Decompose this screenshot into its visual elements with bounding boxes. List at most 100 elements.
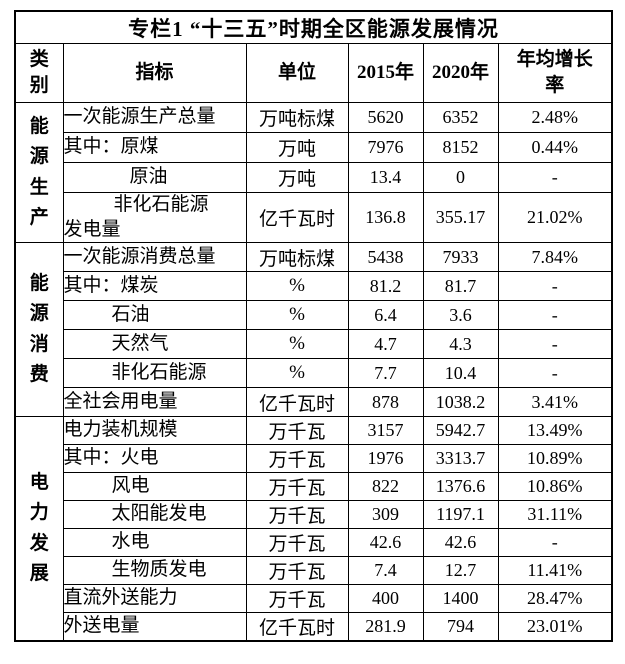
- cell-unit: 亿千瓦时: [245, 191, 349, 244]
- cell-indicator: 其中：火电: [62, 444, 247, 474]
- cell-2020-value: 12.7: [422, 556, 499, 586]
- cell-2015-value: 13.4: [347, 162, 424, 193]
- cell-growth-rate: -: [497, 528, 613, 558]
- cell-unit: %: [245, 329, 349, 360]
- header-indicator: 指标: [62, 43, 247, 103]
- cell-2015-value: 5620: [347, 102, 424, 133]
- header-unit: 单位: [245, 43, 349, 103]
- cell-2015-value: 7.4: [347, 556, 424, 586]
- cell-2020-value: 1038.2: [422, 387, 499, 418]
- cell-unit: 万千瓦: [245, 444, 349, 474]
- cell-unit: 万千瓦: [245, 500, 349, 530]
- header-growth-rate: 年均增长 率: [497, 43, 613, 103]
- header-2020: 2020年: [422, 43, 499, 103]
- cell-indicator: 原油: [62, 162, 247, 193]
- cell-2020-value: 794: [422, 612, 499, 642]
- cell-2020-value: 6352: [422, 102, 499, 133]
- cell-indicator: 全社会用电量: [62, 387, 247, 418]
- table-row: 直流外送能力 万千瓦 400 1400 28.47%: [15, 584, 613, 614]
- cell-unit: 万千瓦: [245, 584, 349, 614]
- cell-growth-rate: 10.86%: [497, 472, 613, 502]
- cell-growth-rate: -: [497, 300, 613, 331]
- cell-unit: %: [245, 358, 349, 389]
- cell-indicator: 风电: [62, 472, 247, 502]
- energy-development-table: 专栏1 “十三五”时期全区能源发展情况 类 别 指标 单位 2015年 2020…: [14, 10, 613, 643]
- cell-2015-value: 878: [347, 387, 424, 418]
- cell-indicator: 天然气: [62, 329, 247, 360]
- cell-indicator: 一次能源消费总量: [62, 242, 247, 273]
- cell-unit: %: [245, 271, 349, 302]
- table-row: 非化石能源 发电量 亿千瓦时 136.8 355.17 21.02%: [15, 191, 613, 244]
- cell-2020-value: 5942.7: [422, 416, 499, 446]
- cell-indicator: 一次能源生产总量: [62, 102, 247, 133]
- cell-indicator: 非化石能源 发电量: [62, 191, 247, 244]
- cell-unit: 万千瓦: [245, 416, 349, 446]
- cell-2015-value: 281.9: [347, 612, 424, 642]
- cell-2020-value: 8152: [422, 132, 499, 163]
- cell-2015-value: 3157: [347, 416, 424, 446]
- cell-2015-value: 6.4: [347, 300, 424, 331]
- category-energy-consumption: 能 源 消 费: [14, 242, 64, 418]
- cell-2015-value: 81.2: [347, 271, 424, 302]
- table-row: 原油 万吨 13.4 0 -: [15, 162, 613, 193]
- cell-2015-value: 136.8: [347, 191, 424, 244]
- cell-2015-value: 400: [347, 584, 424, 614]
- header-category: 类 别: [14, 43, 64, 103]
- cell-2020-value: 7933: [422, 242, 499, 273]
- cell-indicator: 直流外送能力: [62, 584, 247, 614]
- cell-indicator: 其中：原煤: [62, 132, 247, 163]
- cell-2015-value: 42.6: [347, 528, 424, 558]
- table-row: 太阳能发电 万千瓦 309 1197.1 31.11%: [15, 500, 613, 530]
- cell-indicator: 太阳能发电: [62, 500, 247, 530]
- cell-unit: 万千瓦: [245, 528, 349, 558]
- cell-unit: 亿千瓦时: [245, 612, 349, 642]
- cell-growth-rate: 23.01%: [497, 612, 613, 642]
- cell-2015-value: 5438: [347, 242, 424, 273]
- cell-growth-rate: 28.47%: [497, 584, 613, 614]
- table-row: 能 源 生 产 一次能源生产总量 万吨标煤 5620 6352 2.48%: [14, 101, 613, 244]
- cell-growth-rate: 11.41%: [497, 556, 613, 586]
- cell-indicator: 石油: [62, 300, 247, 331]
- table-row: 生物质发电 万千瓦 7.4 12.7 11.41%: [15, 556, 613, 586]
- table-row: 外送电量 亿千瓦时 281.9 794 23.01%: [15, 612, 613, 642]
- table-row: 天然气 % 4.7 4.3 -: [15, 329, 613, 360]
- table-row: 能 源 消 费 一次能源消费总量 万吨标煤 5438 7933 7.84%: [14, 242, 613, 418]
- cell-growth-rate: 0.44%: [497, 132, 613, 163]
- cell-indicator: 外送电量: [62, 612, 247, 642]
- table-row: 水电 万千瓦 42.6 42.6 -: [15, 528, 613, 558]
- cell-unit: 万千瓦: [245, 472, 349, 502]
- cell-2020-value: 4.3: [422, 329, 499, 360]
- cell-unit: 万吨标煤: [245, 102, 349, 133]
- cell-2020-value: 0: [422, 162, 499, 193]
- cell-unit: 万吨: [245, 162, 349, 193]
- category-power-development: 电 力 发 展: [14, 416, 64, 642]
- cell-growth-rate: -: [497, 358, 613, 389]
- cell-2020-value: 1376.6: [422, 472, 499, 502]
- cell-unit: 万千瓦: [245, 556, 349, 586]
- table-row: 风电 万千瓦 822 1376.6 10.86%: [15, 472, 613, 502]
- cell-2020-value: 42.6: [422, 528, 499, 558]
- cell-unit: 万吨: [245, 132, 349, 163]
- table-row: 电 力 发 展 电力装机规模 万千瓦 3157 5942.7 13.49%: [14, 416, 613, 642]
- cell-unit: 亿千瓦时: [245, 387, 349, 418]
- table-row: 石油 % 6.4 3.6 -: [15, 300, 613, 331]
- table-row: 其中：原煤 万吨 7976 8152 0.44%: [15, 132, 613, 163]
- cell-growth-rate: -: [497, 162, 613, 193]
- cell-indicator: 其中：煤炭: [62, 271, 247, 302]
- cell-2020-value: 355.17: [422, 191, 499, 244]
- cell-2020-value: 3.6: [422, 300, 499, 331]
- cell-indicator: 生物质发电: [62, 556, 247, 586]
- cell-growth-rate: 7.84%: [497, 242, 613, 273]
- cell-unit: 万吨标煤: [245, 242, 349, 273]
- cell-growth-rate: 3.41%: [497, 387, 613, 418]
- cell-2020-value: 1197.1: [422, 500, 499, 530]
- table-row: 其中：火电 万千瓦 1976 3313.7 10.89%: [15, 444, 613, 474]
- cell-2015-value: 7.7: [347, 358, 424, 389]
- cell-2015-value: 822: [347, 472, 424, 502]
- table-row: 全社会用电量 亿千瓦时 878 1038.2 3.41%: [15, 387, 613, 418]
- cell-2015-value: 1976: [347, 444, 424, 474]
- cell-2015-value: 309: [347, 500, 424, 530]
- cell-2020-value: 10.4: [422, 358, 499, 389]
- table-header-row: 类 别 指标 单位 2015年 2020年 年均增长 率: [14, 43, 613, 103]
